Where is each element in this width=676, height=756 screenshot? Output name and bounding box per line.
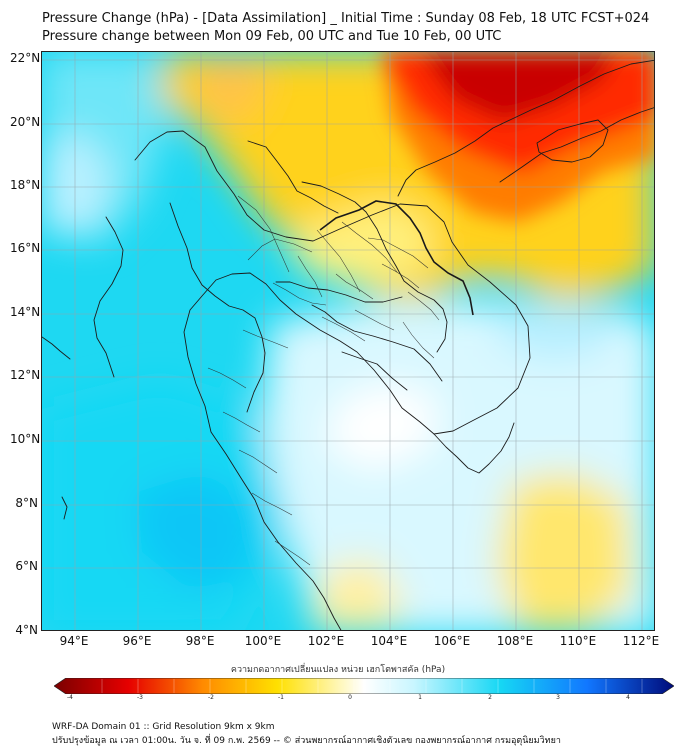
colorbar-tick-neg1: -1 (278, 694, 284, 701)
lon-label-108e: 108°E (496, 634, 534, 648)
lat-label-20n: 20°N (10, 115, 41, 129)
lon-label-100e: 100°E (244, 634, 282, 648)
colorbar-tick-3: 3 (556, 694, 560, 701)
colorbar-tick-0: 0 (348, 694, 352, 701)
colorbar-tick-2: 2 (488, 694, 492, 701)
province-borders (207, 195, 440, 566)
lat-label-16n: 16°N (10, 241, 41, 255)
pressure-change-map[interactable] (41, 51, 655, 631)
colorbar-graphic (53, 677, 675, 695)
lat-label-18n: 18°N (10, 178, 41, 192)
lon-label-102e: 102°E (307, 634, 345, 648)
colorbar (53, 677, 675, 695)
lon-label-94e: 94°E (59, 634, 89, 648)
lat-label-22n: 22°N (10, 51, 41, 65)
colorbar-tick-4: 4 (626, 694, 630, 701)
lat-label-6n: 6°N (15, 559, 38, 573)
lon-label-112e: 112°E (622, 634, 660, 648)
colorbar-tick-1: 1 (418, 694, 422, 701)
footer: WRF-DA Domain 01 :: Grid Resolution 9km … (52, 720, 662, 748)
lat-label-12n: 12°N (10, 368, 41, 382)
colorbar-tick-neg3: -3 (137, 694, 143, 701)
footer-line-1: WRF-DA Domain 01 :: Grid Resolution 9km … (52, 722, 275, 732)
lon-label-98e: 98°E (185, 634, 215, 648)
footer-line-2: ปรับปรุงข้อมูล ณ เวลา 01:00น. วัน จ. ที่… (52, 736, 561, 746)
latitude-longitude-grid (42, 52, 654, 630)
warm-core-field (382, 52, 654, 222)
lat-label-8n: 8°N (15, 496, 38, 510)
map-canvas (42, 52, 654, 630)
title-line-2: Pressure change between Mon 09 Feb, 00 U… (42, 29, 502, 44)
lon-label-106e: 106°E (433, 634, 471, 648)
map-title-block: Pressure Change (hPa) - [Data Assimilati… (42, 10, 662, 46)
lat-label-14n: 14°N (10, 305, 41, 319)
colorbar-tick-neg2: -2 (208, 694, 214, 701)
lon-label-104e: 104°E (370, 634, 408, 648)
coastlines-and-borders (42, 59, 654, 630)
title-line-1: Pressure Change (hPa) - [Data Assimilati… (42, 11, 650, 26)
lat-label-4n: 4°N (15, 623, 38, 637)
colorbar-tick-neg4: -4 (67, 694, 73, 701)
colorbar-label: ความกดอากาศเปลี่ยนแปลง หน่วย เฮกโตพาสคัล… (230, 665, 446, 675)
lon-label-110e: 110°E (559, 634, 597, 648)
lon-label-96e: 96°E (122, 634, 152, 648)
lat-label-10n: 10°N (10, 432, 41, 446)
highlighted-boundary (319, 200, 474, 316)
